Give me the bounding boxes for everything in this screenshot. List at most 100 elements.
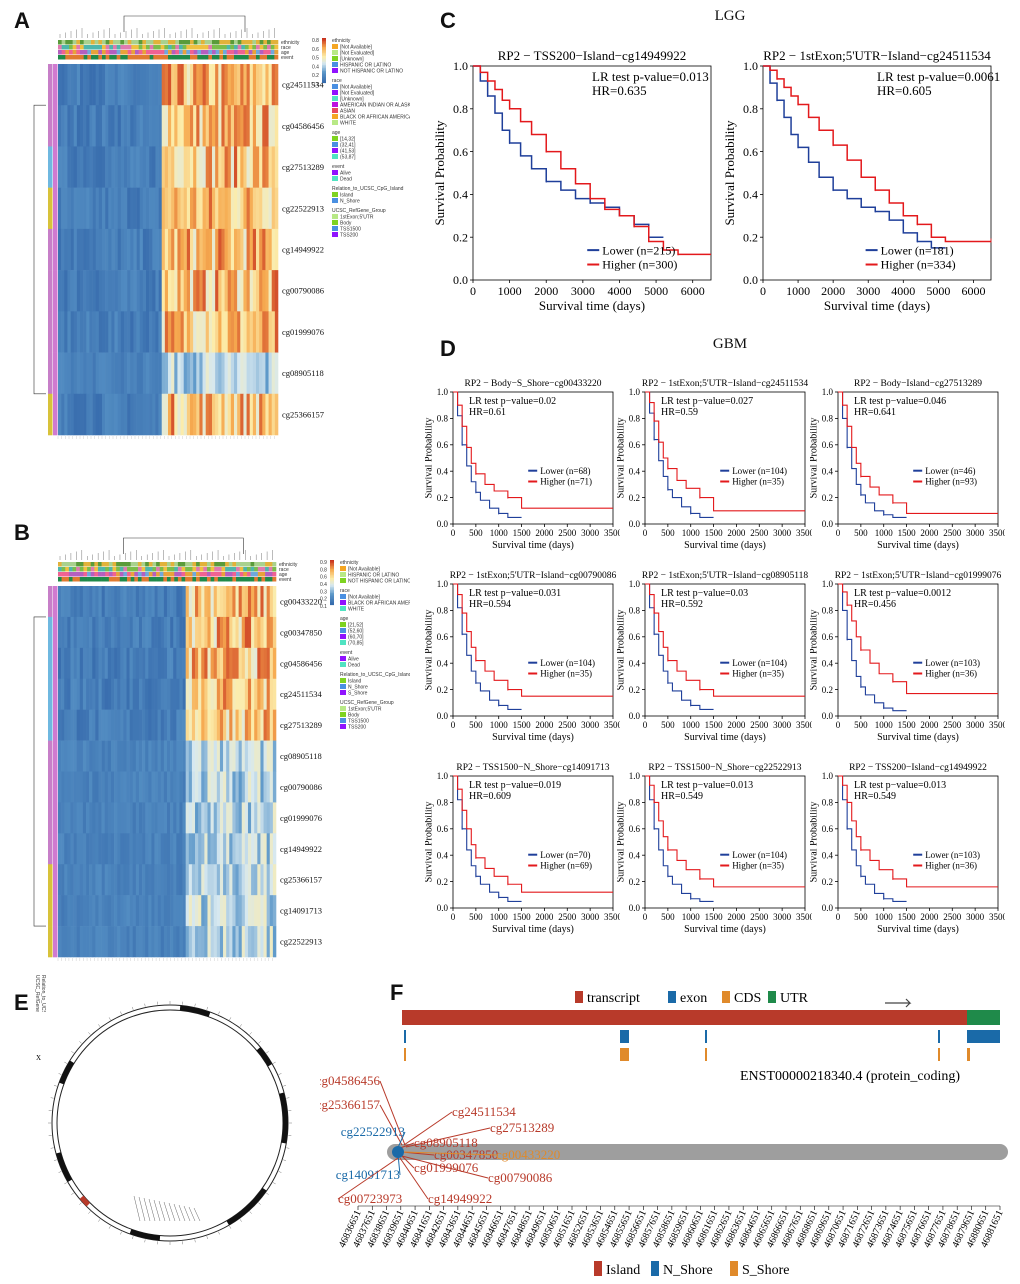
heatmap-cell bbox=[145, 895, 149, 927]
heatmap-cell bbox=[259, 393, 263, 436]
heatmap-cell bbox=[92, 802, 96, 834]
heatmap-cell bbox=[95, 802, 99, 834]
logrank-pvalue: LR test p−value=0.031 bbox=[469, 588, 561, 599]
annotation-cell bbox=[105, 50, 110, 55]
heatmap-cell bbox=[126, 678, 130, 710]
heatmap-cell bbox=[266, 616, 271, 649]
logrank-pvalue: LR test p−value=0.013 bbox=[854, 780, 946, 791]
annotation-cell bbox=[58, 567, 62, 572]
heatmap-cell bbox=[124, 393, 128, 436]
heatmap-cell bbox=[190, 393, 194, 436]
heatmap-cell bbox=[104, 616, 109, 649]
annotation-cell bbox=[265, 567, 270, 572]
km-title: RP2 − 1stExon;5'UTR−Island−cg08905118 bbox=[642, 571, 809, 581]
heatmap-cell bbox=[108, 64, 112, 106]
heatmap-cell bbox=[227, 352, 232, 395]
heatmap-cell bbox=[171, 270, 175, 312]
probe-link bbox=[133, 1195, 141, 1222]
heatmap-cell bbox=[155, 146, 159, 188]
heatmap-cell bbox=[247, 647, 252, 680]
heatmap-cell bbox=[168, 146, 172, 188]
heatmap-cell bbox=[210, 864, 215, 896]
heatmap-cell bbox=[138, 616, 143, 649]
annotation-cell bbox=[175, 55, 180, 60]
heatmap-cell bbox=[104, 802, 109, 834]
heatmap-cell bbox=[120, 311, 125, 353]
annotation-cell bbox=[153, 40, 158, 45]
heatmap-cell bbox=[268, 393, 273, 436]
heatmap-cell bbox=[237, 105, 241, 147]
color-scale-tick: 0.8 bbox=[312, 38, 319, 44]
legend-lower: Lower (n=215) bbox=[602, 243, 675, 257]
heatmap-cell bbox=[171, 393, 175, 436]
legend-swatch bbox=[332, 96, 338, 101]
heatmap-cell bbox=[244, 895, 249, 927]
annotation-cell bbox=[58, 40, 62, 45]
heatmap-cell bbox=[207, 771, 211, 803]
heatmap-cell bbox=[161, 187, 166, 230]
heatmap-cell bbox=[241, 586, 246, 618]
heatmap-cell bbox=[101, 771, 106, 803]
heatmap-cell bbox=[164, 187, 169, 230]
legend-higher: Higher (n=69) bbox=[540, 861, 592, 871]
heatmap-cell bbox=[124, 187, 128, 230]
heatmap-cell bbox=[104, 709, 109, 741]
heatmap-cell bbox=[138, 678, 143, 710]
heatmap-cell bbox=[182, 740, 186, 772]
y-tick-label: 0.4 bbox=[629, 658, 641, 668]
heatmap-cell bbox=[179, 864, 183, 896]
annotation-cell bbox=[112, 562, 117, 567]
heatmap-cell bbox=[107, 647, 112, 680]
y-tick-label: 1.0 bbox=[629, 771, 641, 781]
heatmap-cell bbox=[82, 771, 87, 803]
heatmap-cell bbox=[247, 926, 252, 958]
heatmap-cell bbox=[148, 709, 152, 741]
heatmap-cell bbox=[244, 771, 249, 803]
heatmap-cell bbox=[216, 586, 221, 618]
heatmap-cell bbox=[254, 709, 258, 741]
heatmap-cell bbox=[213, 833, 218, 865]
heatmap-cell bbox=[110, 771, 115, 803]
heatmap-cell bbox=[142, 393, 147, 436]
color-scale-segment bbox=[322, 71, 326, 73]
annotation-cell bbox=[116, 55, 121, 60]
heatmap-cell bbox=[149, 311, 153, 353]
heatmap-cell bbox=[180, 270, 185, 312]
hazard-ratio: HR=0.605 bbox=[877, 83, 932, 98]
heatmap-cell bbox=[161, 352, 166, 395]
heatmap-cell bbox=[168, 187, 172, 230]
heatmap-cell bbox=[95, 740, 99, 772]
heatmap-cell bbox=[247, 895, 252, 927]
heatmap-cell bbox=[215, 228, 219, 271]
annotation-cell bbox=[156, 567, 161, 572]
heatmap-cell bbox=[272, 833, 277, 865]
heatmap-cell bbox=[179, 771, 183, 803]
heatmap-cell bbox=[79, 740, 84, 772]
annotation-cell bbox=[261, 572, 266, 577]
heatmap-cell bbox=[173, 616, 177, 649]
heatmap-cell bbox=[269, 740, 274, 772]
heatmap-cell bbox=[114, 678, 118, 710]
legend-item: Dead bbox=[340, 177, 352, 183]
annotation-cell bbox=[91, 40, 95, 45]
heatmap-cell bbox=[124, 146, 128, 188]
x-tick-label: 0 bbox=[836, 912, 841, 922]
heatmap-cell bbox=[195, 926, 199, 958]
legend-lower: Lower (n=103) bbox=[925, 658, 980, 668]
annotation-cell bbox=[181, 562, 186, 567]
annotation-cell bbox=[197, 50, 202, 55]
heatmap-cell bbox=[186, 311, 191, 353]
heatmap-cell bbox=[64, 709, 68, 741]
heatmap-cell bbox=[164, 393, 169, 436]
heatmap-cell bbox=[254, 864, 258, 896]
heatmap-cell bbox=[252, 187, 257, 230]
legend-swatch bbox=[332, 44, 338, 49]
heatmap-cell bbox=[232, 926, 236, 958]
heatmap-cell bbox=[204, 740, 208, 772]
heatmap-cell bbox=[244, 833, 249, 865]
km-curve-higher bbox=[473, 65, 711, 256]
heatmap-cell bbox=[142, 771, 146, 803]
heatmap-cell bbox=[188, 647, 193, 680]
heatmap-cell bbox=[132, 802, 137, 834]
heatmap-cell bbox=[207, 678, 211, 710]
